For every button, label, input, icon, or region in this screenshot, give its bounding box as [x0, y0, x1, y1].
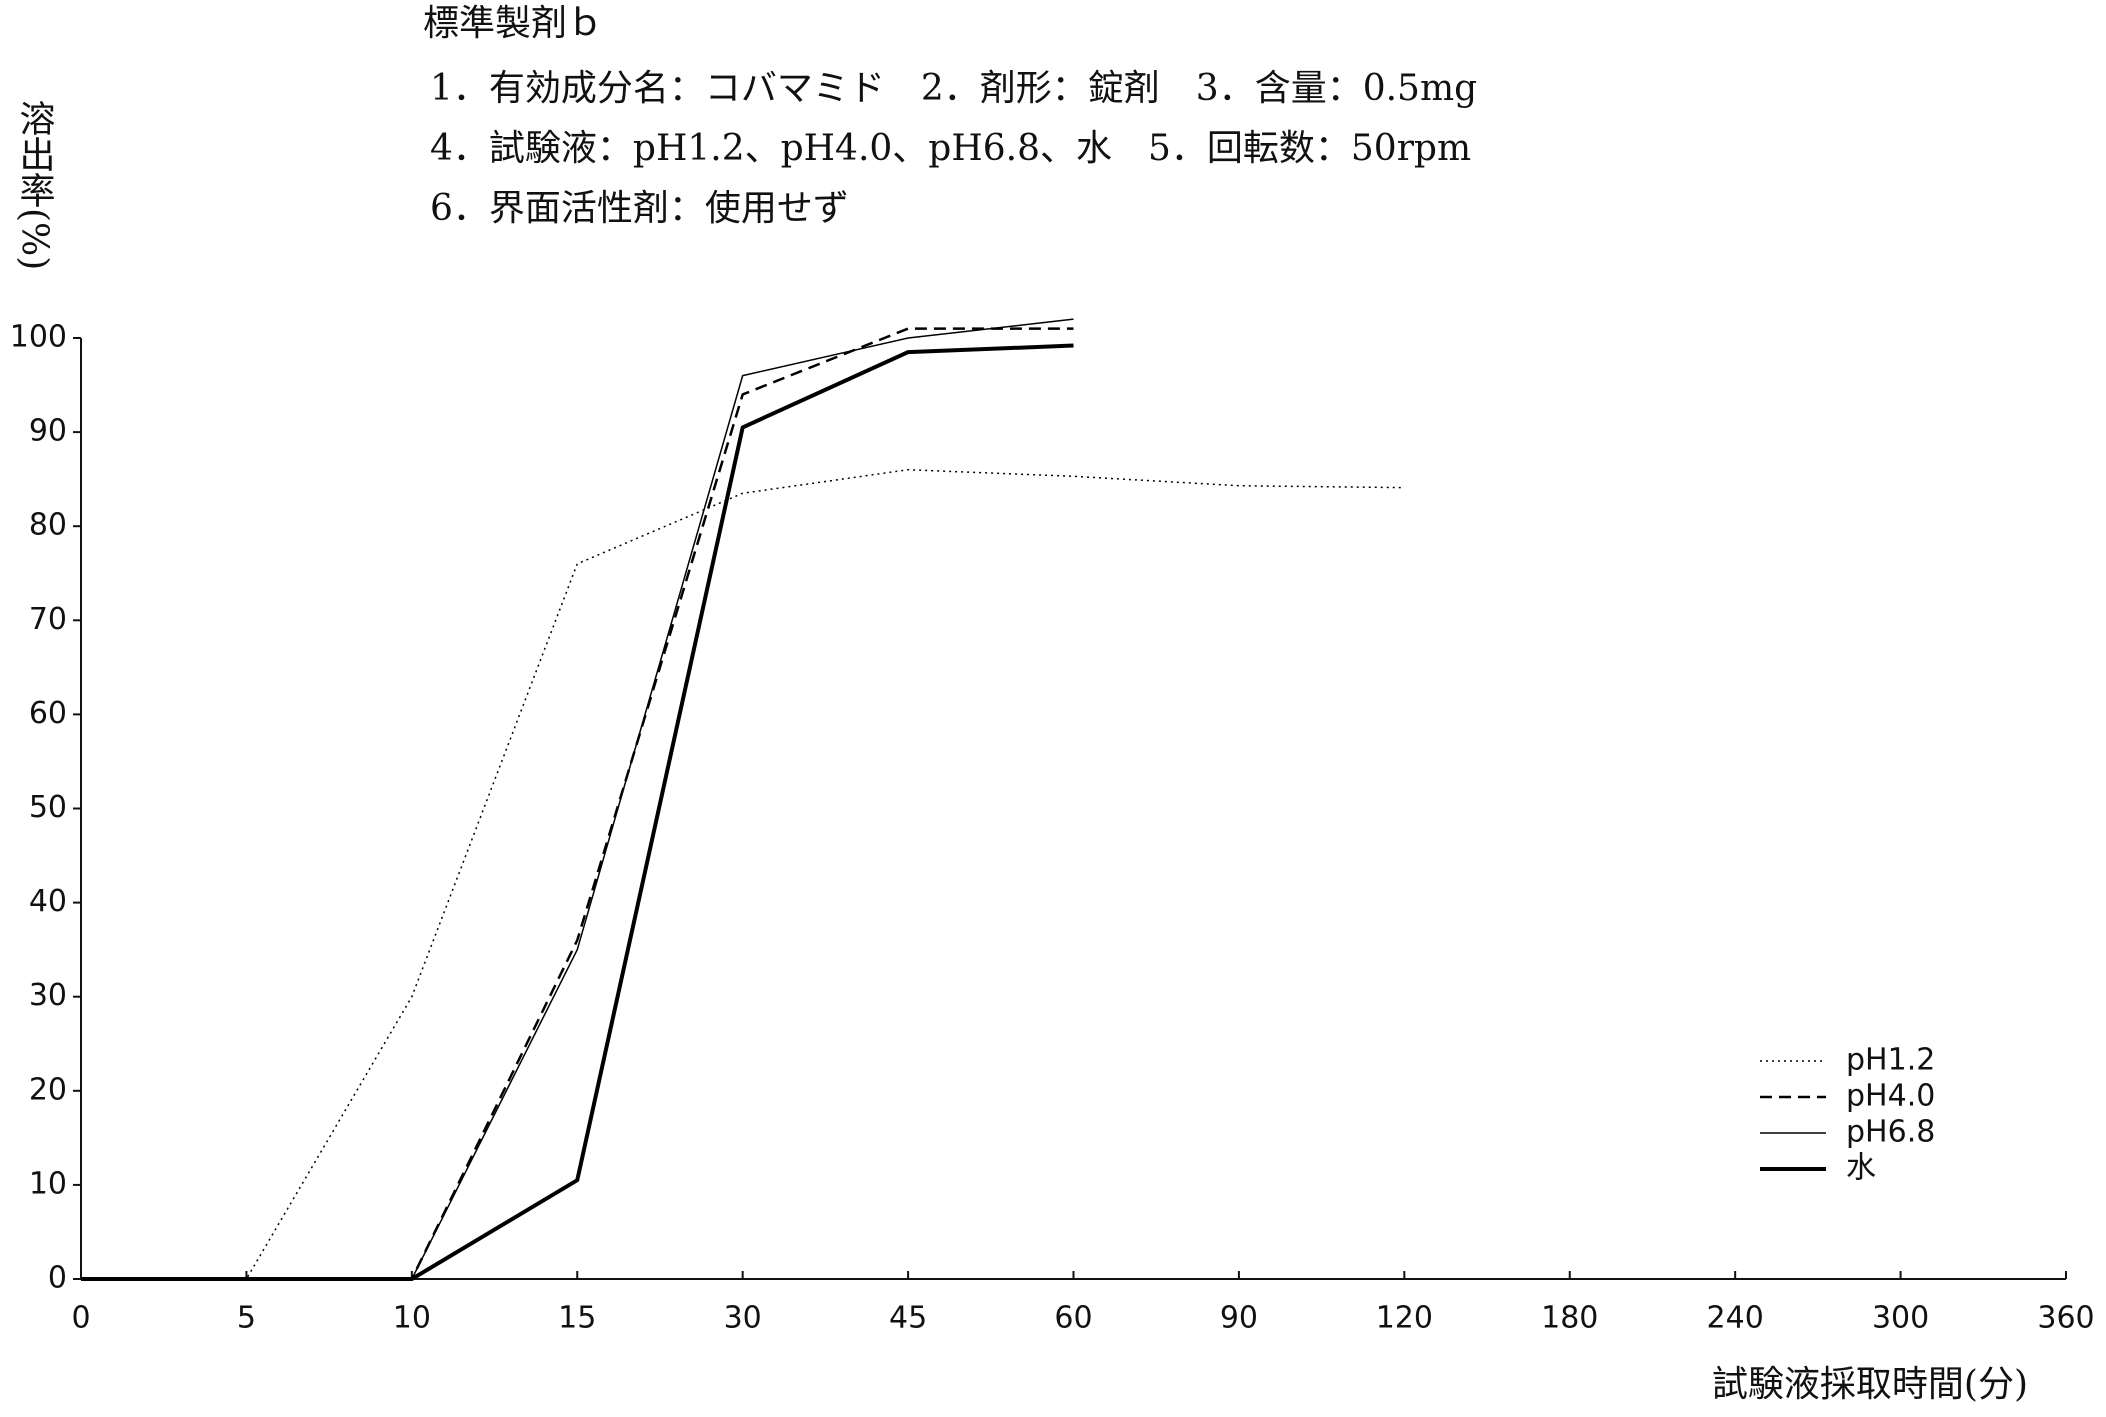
series-line [81, 318, 1074, 1280]
y-tick-label: 50 [29, 790, 67, 825]
chart-subtitle: 1．有効成分名：コバマミド 2．剤形：錠剤 3．含量：0.5mg [430, 68, 1477, 109]
chart-subtitle: 4．試験液：pH1.2、pH4.0、pH6.8、水 5．回転数：50rpm [430, 128, 1471, 169]
x-tick-label: 0 [71, 1301, 90, 1336]
x-tick-label: 5 [237, 1301, 256, 1336]
legend-label: 水 [1846, 1151, 1876, 1186]
series-line [81, 343, 1074, 1281]
y-tick-label: 100 [10, 320, 67, 355]
x-tick-label: 240 [1707, 1301, 1764, 1336]
x-tick-label: 180 [1541, 1301, 1598, 1336]
legend-label: pH6.8 [1846, 1115, 1935, 1150]
y-tick-label: 0 [48, 1261, 67, 1296]
x-tick-label: 10 [393, 1301, 431, 1336]
y-tick-label: 40 [29, 884, 67, 919]
x-tick-label: 300 [1872, 1301, 1929, 1336]
legend-label: pH1.2 [1846, 1043, 1935, 1078]
series-line [81, 468, 1405, 1280]
y-tick-label: 80 [29, 508, 67, 543]
x-tick-label: 90 [1220, 1301, 1258, 1336]
y-tick-label: 10 [29, 1166, 67, 1201]
x-tick-label: 30 [724, 1301, 762, 1336]
chart-subtitle: 6．界面活性剤：使用せず [430, 188, 849, 229]
y-tick-label: 70 [29, 602, 67, 637]
x-tick-label: 45 [889, 1301, 927, 1336]
x-tick-label: 60 [1054, 1301, 1092, 1336]
x-tick-label: 15 [558, 1301, 596, 1336]
y-tick-label: 30 [29, 978, 67, 1013]
legend-label: pH4.0 [1846, 1079, 1935, 1114]
y-tick-label: 90 [29, 414, 67, 449]
y-axis-label: 溶出率(%) [14, 100, 55, 271]
x-axis-label: 試験液採取時間(分) [1712, 1364, 2028, 1405]
x-tick-label: 120 [1376, 1301, 1433, 1336]
series-line [81, 327, 1074, 1281]
x-tick-label: 360 [2037, 1301, 2094, 1336]
chart-title: 標準製剤ｂ [423, 3, 603, 44]
y-tick-label: 60 [29, 696, 67, 731]
y-tick-label: 20 [29, 1072, 67, 1107]
